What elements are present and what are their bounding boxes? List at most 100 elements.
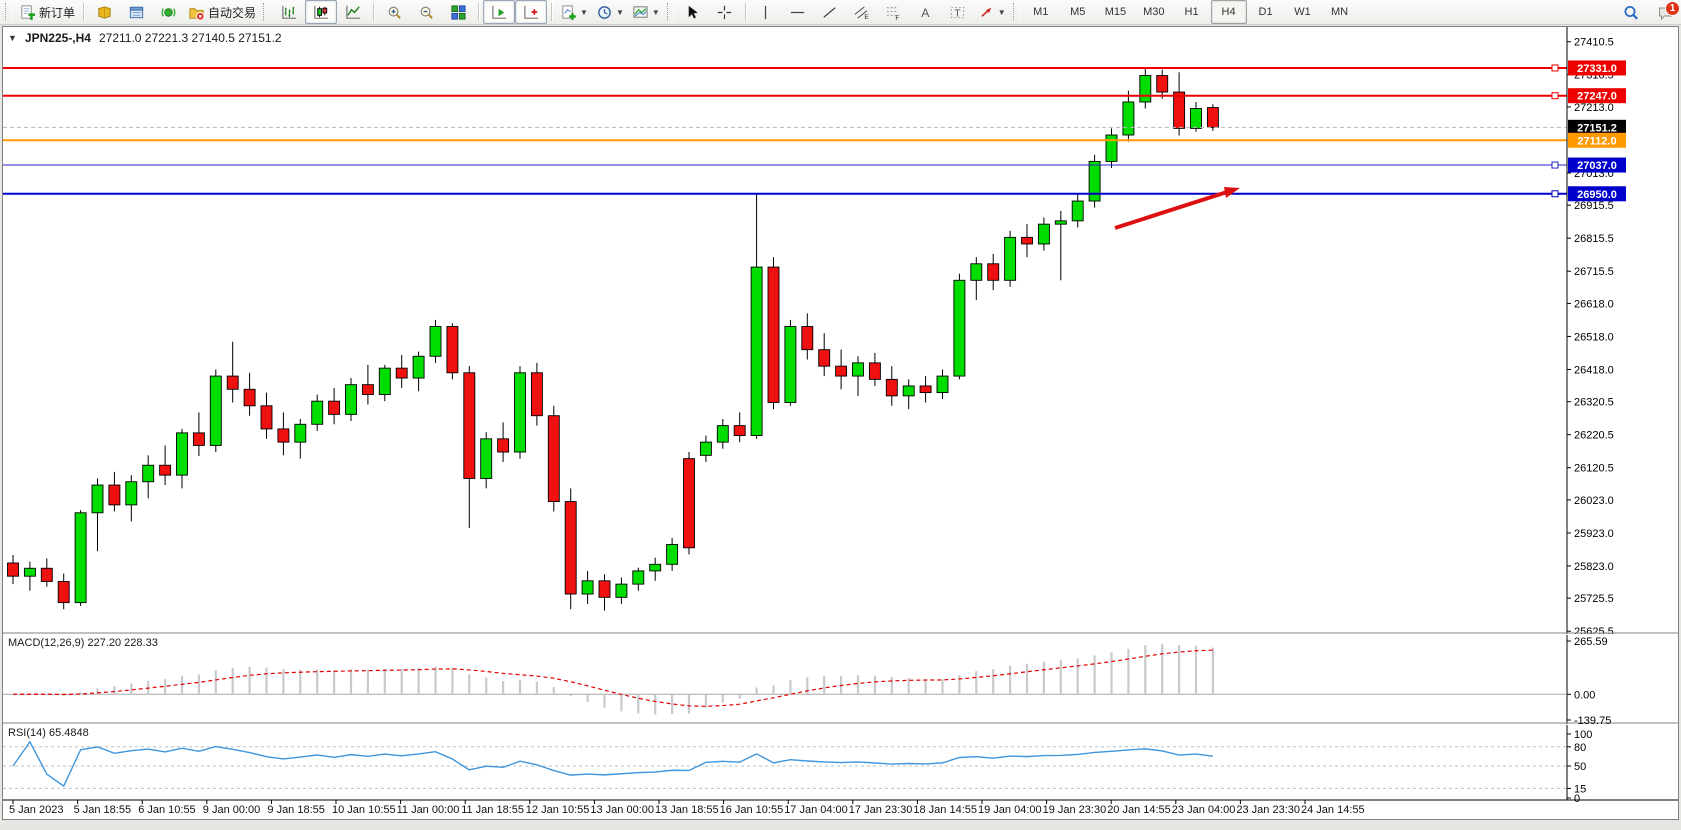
price-tick-label: 27410.5	[1574, 37, 1614, 49]
candle	[311, 400, 324, 425]
candle	[919, 385, 932, 394]
text-tool-button[interactable]: A	[910, 0, 942, 24]
macd-name: MACD(12,26,9)	[8, 637, 85, 649]
candle	[40, 567, 53, 582]
candle	[564, 501, 577, 595]
line-endpoint-marker[interactable]	[1551, 190, 1559, 198]
tile-windows-icon	[450, 4, 467, 21]
candle	[243, 388, 256, 407]
line-chart-type-button[interactable]	[337, 0, 369, 24]
date-label: 11 Jan 18:55	[461, 804, 524, 816]
date-label: 11 Jan 00:00	[396, 804, 460, 816]
timeframe-button-MN[interactable]: MN	[1322, 0, 1358, 24]
date-label: 18 Jan 14:55	[913, 804, 978, 816]
auto-trading-button[interactable]: 自动交易	[184, 0, 260, 24]
timeframe-button-M15[interactable]: M15	[1097, 0, 1134, 24]
chart-menu-triangle-icon[interactable]: ▼	[8, 33, 17, 43]
candle	[699, 441, 712, 456]
chart-shift-button[interactable]	[515, 0, 548, 24]
line-endpoint-marker[interactable]	[1551, 92, 1559, 100]
toolbar-grip[interactable]	[5, 3, 12, 21]
candle	[1004, 236, 1017, 281]
rsi-axis-label: 50	[1574, 761, 1586, 773]
bar-chart-type-button[interactable]	[273, 0, 305, 24]
candle	[395, 367, 408, 379]
date-label: 17 Jan 04:00	[784, 804, 848, 816]
timeframe-button-M30[interactable]: M30	[1135, 0, 1172, 24]
channel-tool-button[interactable]: E	[846, 0, 878, 24]
price-tick-label: 26120.5	[1574, 463, 1614, 475]
vertical-line-tool-button[interactable]	[750, 0, 782, 24]
toolbar-grip[interactable]	[1012, 3, 1020, 21]
horizontal-line-icon	[789, 4, 806, 21]
auto-scroll-icon	[491, 4, 508, 21]
new-order-button[interactable]: 新订单	[15, 0, 79, 24]
candle	[23, 567, 36, 577]
price-badge-label: 26950.0	[1577, 189, 1617, 201]
candle	[108, 484, 121, 506]
timeframe-button-M1[interactable]: M1	[1023, 0, 1059, 24]
price-tick-label: 25725.5	[1574, 593, 1614, 605]
timeframe-button-W1[interactable]: W1	[1285, 0, 1321, 24]
candlestick-chart-type-button[interactable]	[305, 0, 338, 24]
trend-arrow-annotation[interactable]	[1114, 187, 1240, 230]
timeframe-button-H1[interactable]: H1	[1174, 0, 1210, 24]
horizontal-line-tool-button[interactable]	[782, 0, 814, 24]
candlestick-chart-icon	[313, 4, 330, 21]
price-tick-label: 25823.0	[1574, 561, 1614, 573]
timeframe-button-D1[interactable]: D1	[1248, 0, 1284, 24]
candle	[74, 512, 87, 604]
svg-text:E: E	[865, 14, 870, 21]
cursor-tool-button[interactable]	[677, 0, 709, 24]
timeframe-label: W1	[1294, 6, 1311, 18]
signals-button[interactable]	[152, 0, 184, 24]
separator	[373, 3, 375, 21]
separator	[744, 3, 746, 21]
templates-button[interactable]: ▼	[628, 0, 664, 24]
date-label: 9 Jan 18:55	[267, 804, 325, 816]
candle	[7, 562, 19, 577]
timeframe-button-H4[interactable]: H4	[1210, 0, 1247, 24]
tile-windows-button[interactable]	[442, 0, 474, 24]
chart-plot-area[interactable]: 27410.527310.527213.027013.026915.526815…	[3, 27, 1678, 819]
candle	[209, 375, 222, 446]
notifications-button[interactable]: 1	[1655, 0, 1680, 24]
toolbar-grip[interactable]	[263, 3, 271, 21]
crosshair-tool-button[interactable]	[709, 0, 741, 24]
date-label: 19 Jan 04:00	[978, 804, 1042, 816]
rsi-indicator-label: RSI(14) 65.4848	[8, 727, 89, 739]
candle	[345, 384, 357, 415]
rsi-axis-label: 15	[1574, 783, 1586, 795]
date-axis[interactable]: 5 Jan 2023 5 Jan 18:55 6 Jan 10:55 9 Jan 00…	[3, 802, 1563, 818]
timeframe-label: H1	[1184, 6, 1199, 18]
price-tick-label: 25923.0	[1574, 528, 1614, 540]
candle	[125, 481, 138, 506]
zoom-in-button[interactable]	[378, 0, 410, 24]
price-badge-26950.0	[1568, 186, 1626, 202]
trendline-tool-button[interactable]	[814, 0, 846, 24]
auto-scroll-button[interactable]	[483, 0, 516, 24]
fibonacci-tool-button[interactable]: F	[878, 0, 910, 24]
timeframe-group: M1 M5 M15 M30 H1 H4 D1 W1 MN	[1023, 0, 1358, 24]
price-badge-27151.2	[1568, 119, 1626, 135]
market-watch-icon	[96, 4, 113, 21]
market-watch-button[interactable]	[88, 0, 120, 24]
candle	[142, 464, 155, 483]
line-endpoint-marker[interactable]	[1551, 64, 1559, 72]
timeframe-button-M5[interactable]: M5	[1060, 0, 1096, 24]
text-label-tool-button[interactable]: T	[942, 0, 974, 24]
search-button[interactable]	[1615, 1, 1647, 25]
data-window-button[interactable]	[120, 0, 152, 24]
line-endpoint-marker[interactable]	[1551, 161, 1559, 169]
periods-button[interactable]: ▼	[592, 0, 628, 24]
candle	[936, 375, 949, 394]
candle	[970, 263, 983, 281]
arrows-tool-button[interactable]: ▼	[974, 0, 1010, 24]
toolbar-grip[interactable]	[666, 3, 674, 21]
zoom-in-icon	[386, 4, 403, 21]
indicators-button[interactable]: ▼	[556, 0, 592, 24]
candle	[818, 349, 831, 367]
auto-trading-label: 自动交易	[208, 5, 257, 20]
zoom-out-button[interactable]	[410, 0, 442, 24]
